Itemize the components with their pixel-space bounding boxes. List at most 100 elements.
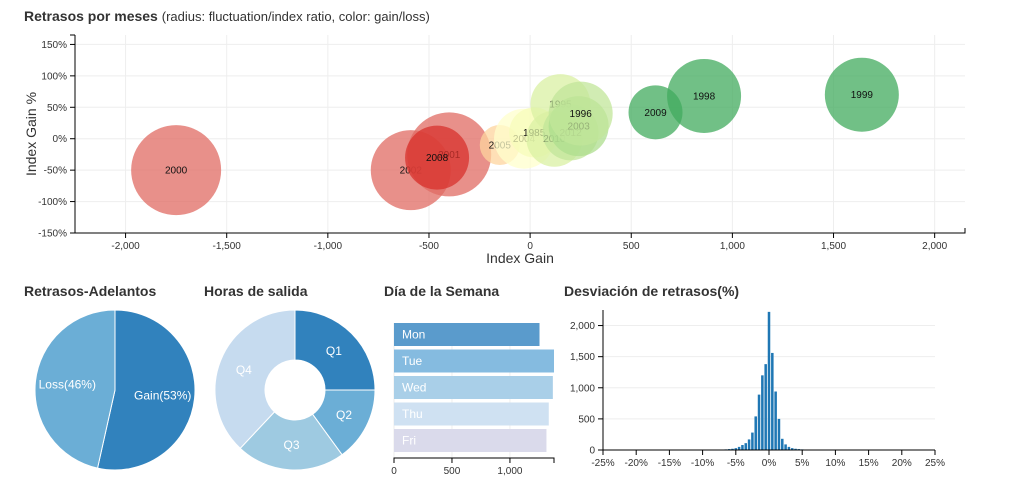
y-tick-label: -100% [38,197,67,208]
x-tick-label: 25% [925,458,945,469]
weekday-bar-label: Tue [402,354,423,368]
weekday-bar-rect [394,402,549,426]
histogram-bar [771,352,774,450]
histogram-bar [744,443,748,450]
weekday-bar: Thu [394,402,549,426]
weekday-bar-rect [394,376,553,399]
weekday-bar-label: Wed [402,381,426,395]
histogram-bar [774,391,777,450]
bubble-circle [548,81,613,146]
bubble-circle [131,125,222,216]
weekday-bar: Wed [394,376,553,399]
histogram-bar [784,444,787,450]
pie-slice [34,309,116,469]
bubble-chart-title: Retrasos por meses (radius: fluctuation/… [24,8,430,24]
bubble: 2000 [131,125,222,216]
x-tick-label: 0 [527,241,533,252]
y-tick-label: 1,500 [570,352,595,363]
bubble-label: 2009 [644,108,667,119]
x-tick-label: -20% [625,458,648,469]
histogram-bar [737,446,741,450]
axes [602,310,935,451]
donut-hours-title: Horas de salida [204,283,308,299]
bubble-label: 1999 [851,90,874,101]
x-tick-label: 0 [391,466,397,477]
weekday-chart-title: Día de la Semana [384,283,500,299]
pie-slice-label: Q2 [336,408,352,422]
pie-slice [294,309,376,391]
y-tick-label: -150% [38,229,67,240]
y-tick-label: 500 [578,414,595,425]
x-tick-label: 0% [762,458,777,469]
x-tick-label: 15% [859,458,879,469]
x-axis-label: Index Gain [486,250,554,266]
histogram-bar [787,446,791,450]
bubble: 1998 [667,58,742,133]
histogram-bar [764,364,767,450]
histogram-bar [757,394,761,450]
weekday-bar-rect [394,429,547,452]
x-tick-label: -25% [591,458,614,469]
x-tick-label: 20% [892,458,912,469]
x-axis [393,457,555,463]
x-tick-label: -1,500 [213,241,242,252]
histogram-bar [777,418,781,450]
weekday-bar: Fri [394,429,547,452]
x-tick-label: 1,000 [497,466,522,477]
histogram-bar [754,416,757,450]
bubble-chart-title-text: Retrasos por meses [24,8,158,24]
bubble-label: 1998 [693,91,716,102]
weekday-bar-rect [394,349,554,373]
weekday-bar-chart: 0 500 1,000 Mon Tue Wed Thu Fri [391,323,555,477]
x-tick-label: 500 [623,241,640,252]
x-tick-label: 1,500 [821,241,846,252]
x-axis [75,228,966,234]
weekday-bar: Mon [394,323,540,346]
weekday-bar-rect [394,323,540,346]
histogram-bar [751,432,754,450]
bubble: 1996 [548,81,613,146]
y-tick-label: 0 [589,446,595,457]
bubble-circle [405,125,470,190]
bubble-circle [667,58,742,133]
x-tick-label: -1,000 [314,241,343,252]
pie-slice-label: Loss(46%) [39,378,96,392]
histogram-bar [747,439,751,450]
x-tick-label: -10% [691,458,714,469]
pie-slice [214,309,296,450]
x-tick-label: 5% [795,458,810,469]
y-tick-label: 50% [47,103,67,114]
x-tick-label: -5% [727,458,745,469]
weekday-bar-label: Fri [402,434,416,448]
deviation-chart-title: Desviación de retrasos(%) [564,283,740,299]
y-tick-label: 1,000 [570,383,595,394]
bubble-label: 2008 [426,153,449,164]
y-tick-label: 100% [41,71,67,82]
y-tick-label: 2,000 [570,321,595,332]
pie-slice [96,309,196,471]
y-tick-label: 0% [53,134,68,145]
histogram-bar [790,448,794,450]
pie-slice-label: Gain(53%) [134,388,191,402]
weekday-bar-label: Mon [402,328,425,342]
x-tick-label: -2,000 [111,241,140,252]
weekday-bar-label: Thu [402,407,423,421]
bubble-circle [824,57,899,132]
pie-slice [239,411,343,471]
bubble-chart: -150% -100% -50% 0% 50% 100% 150% -2,000 -1,500 -… [23,34,966,266]
bubble-label: 2000 [165,166,188,177]
bubble-chart-subtitle: (radius: fluctuation/index ratio, color:… [161,9,430,24]
histogram-bar [767,311,771,450]
histogram-bar [731,448,734,450]
deviation-histogram: 0 500 1,000 1,500 2,000 -25% -20% -15% -10% -5% 0%… [570,310,945,469]
bubble: 2008 [405,125,470,190]
histogram-bar [781,438,784,450]
histogram-bar [734,448,738,450]
x-tick-label: -500 [419,241,439,252]
histogram-bar [761,375,764,450]
y-tick-label: -50% [44,166,67,177]
y-tick-label: 150% [41,40,67,51]
donut-hours-chart: Q1 Q2 Q3 Q4 [214,309,376,471]
x-tick-label: -15% [658,458,681,469]
histogram-bar [794,448,797,450]
